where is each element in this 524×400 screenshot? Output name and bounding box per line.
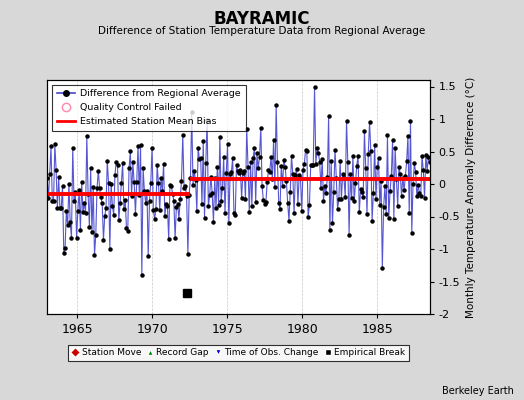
Y-axis label: Monthly Temperature Anomaly Difference (°C): Monthly Temperature Anomaly Difference (… bbox=[466, 76, 476, 318]
Legend: Station Move, Record Gap, Time of Obs. Change, Empirical Break: Station Move, Record Gap, Time of Obs. C… bbox=[68, 345, 409, 361]
Text: Difference of Station Temperature Data from Regional Average: Difference of Station Temperature Data f… bbox=[99, 26, 425, 36]
Text: BAYRAMIC: BAYRAMIC bbox=[214, 10, 310, 28]
Text: Berkeley Earth: Berkeley Earth bbox=[442, 386, 514, 396]
